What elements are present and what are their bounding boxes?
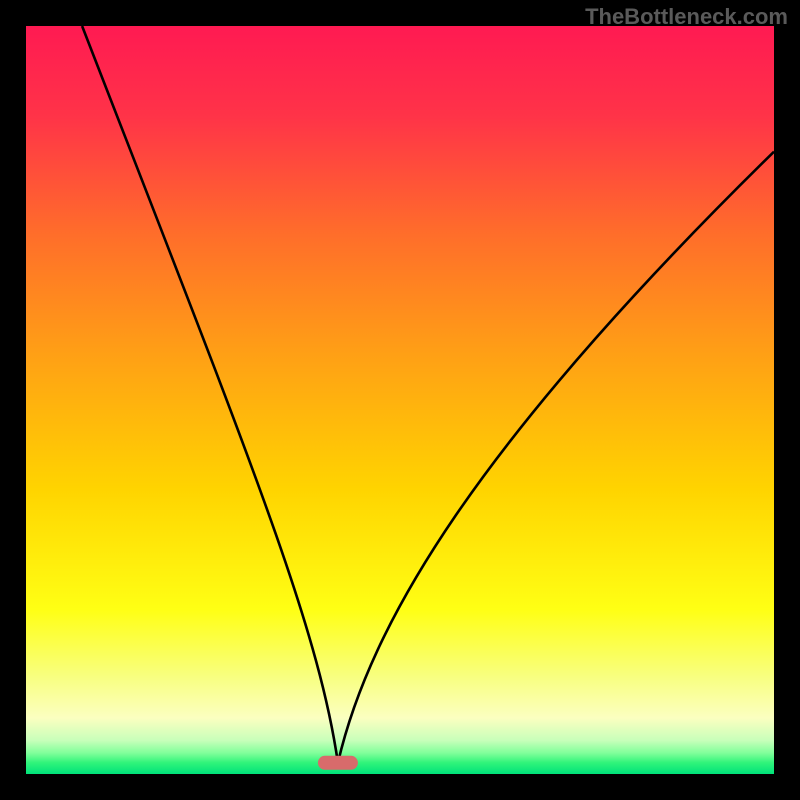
bottleneck-chart bbox=[0, 0, 800, 800]
chart-stage: TheBottleneck.com bbox=[0, 0, 800, 800]
optimal-marker bbox=[318, 756, 358, 770]
watermark-text: TheBottleneck.com bbox=[585, 4, 788, 30]
gradient-background bbox=[26, 26, 774, 774]
